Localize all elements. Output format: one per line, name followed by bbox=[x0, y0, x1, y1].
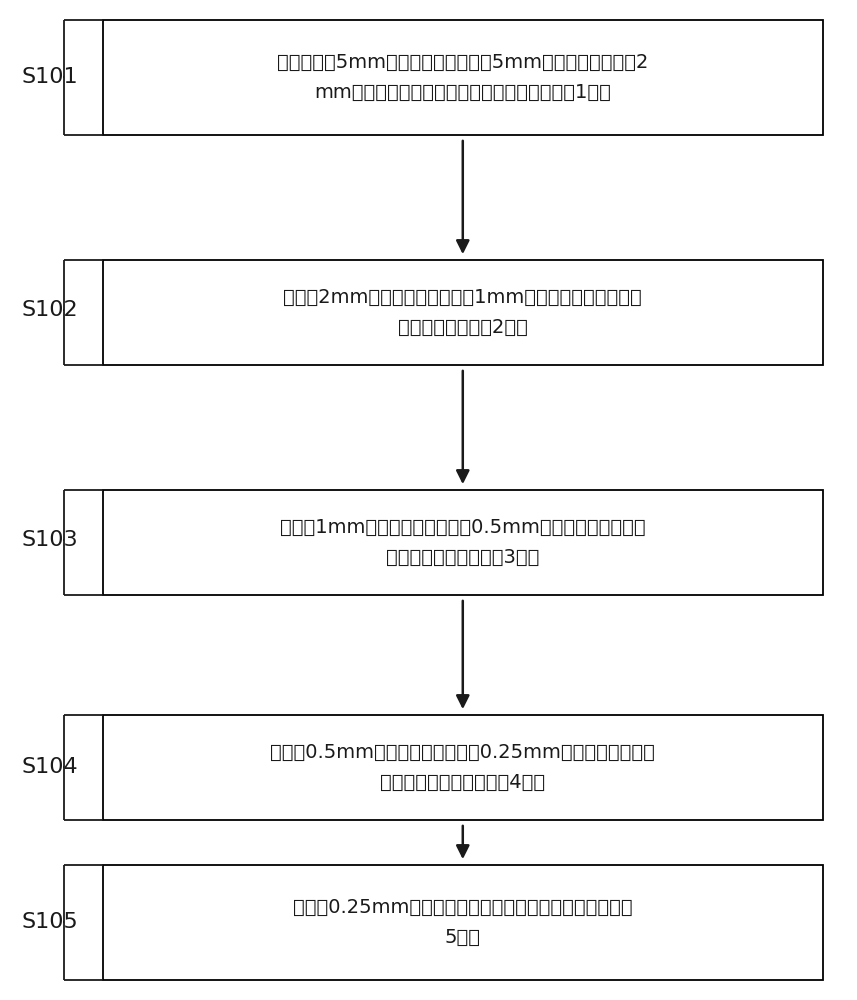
Text: 取通过2mm筛孔的颗粒物，通过1mm筛孔的筛网，得到未通: 取通过2mm筛孔的颗粒物，通过1mm筛孔的筛网，得到未通 bbox=[284, 288, 642, 307]
FancyBboxPatch shape bbox=[103, 260, 823, 365]
Text: S103: S103 bbox=[21, 530, 78, 550]
Text: 取通过0.5mm筛孔的颗粒物，通过0.25mm筛孔的筛网，得到: 取通过0.5mm筛孔的颗粒物，通过0.25mm筛孔的筛网，得到 bbox=[270, 743, 656, 762]
Text: mm筛孔的筛网，得到未通过筛孔的颗粒物：第1粒级: mm筛孔的筛网，得到未通过筛孔的颗粒物：第1粒级 bbox=[315, 83, 611, 102]
Text: 5粒级: 5粒级 bbox=[445, 928, 481, 947]
Text: 未通过筛孔的颗粒物：第4粒级: 未通过筛孔的颗粒物：第4粒级 bbox=[381, 773, 545, 792]
Text: 过筛孔的颗粒：第2粒级: 过筛孔的颗粒：第2粒级 bbox=[398, 318, 528, 337]
FancyBboxPatch shape bbox=[103, 490, 823, 595]
Text: S105: S105 bbox=[21, 912, 78, 932]
Text: S104: S104 bbox=[21, 757, 78, 777]
Text: 取通过1mm筛孔的颗粒物，通过0.5mm筛孔的筛网，得到未: 取通过1mm筛孔的颗粒物，通过0.5mm筛孔的筛网，得到未 bbox=[280, 518, 645, 537]
Text: 通过筛孔的颗粒物：第3粒级: 通过筛孔的颗粒物：第3粒级 bbox=[387, 548, 539, 567]
FancyBboxPatch shape bbox=[103, 20, 823, 135]
Text: 取通过0.25mm筛孔的颗粒物，得到通过筛孔的颗粒物：第: 取通过0.25mm筛孔的颗粒物，得到通过筛孔的颗粒物：第 bbox=[293, 898, 632, 917]
FancyBboxPatch shape bbox=[103, 715, 823, 820]
Text: S101: S101 bbox=[21, 67, 78, 87]
Text: S102: S102 bbox=[21, 300, 78, 320]
Text: 将颗粒物过5mm筛孔的筛网，取通过5mm筛孔的颗粒物再过2: 将颗粒物过5mm筛孔的筛网，取通过5mm筛孔的颗粒物再过2 bbox=[277, 53, 649, 72]
FancyBboxPatch shape bbox=[103, 865, 823, 980]
